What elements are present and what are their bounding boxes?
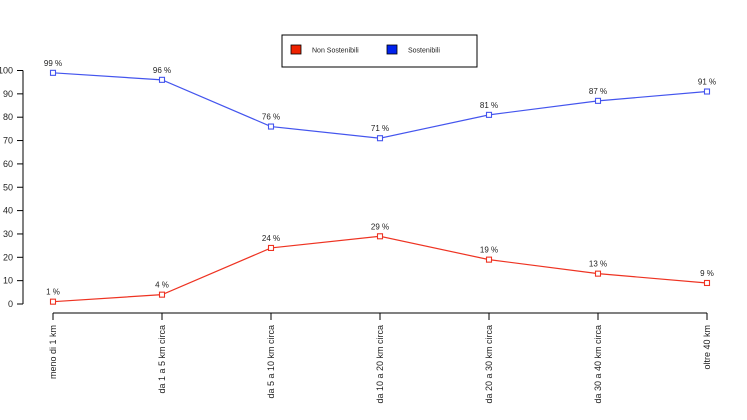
data-point xyxy=(267,244,275,252)
x-tick-label: da 20 a 30 km circa xyxy=(484,325,494,404)
data-point xyxy=(703,279,711,287)
data-label: 81 % xyxy=(480,101,498,110)
y-tick-label: 100 xyxy=(0,66,13,76)
data-label: 13 % xyxy=(589,260,607,269)
y-tick-label: 20 xyxy=(3,252,13,262)
data-point xyxy=(158,76,166,83)
data-point xyxy=(376,135,384,142)
data-label: 4 % xyxy=(155,281,169,290)
y-tick-label: 70 xyxy=(3,136,13,146)
y-tick-label: 40 xyxy=(3,206,13,216)
data-point xyxy=(376,233,384,240)
x-tick-label: meno di 1 km xyxy=(48,325,58,379)
x-tick-label: da 30 a 40 km circa xyxy=(593,325,603,404)
x-tick-label: da 10 a 20 km circa xyxy=(375,325,385,404)
x-axis: meno di 1 km da 1 a 5 km circa da 5 a 10 k… xyxy=(48,312,712,404)
legend-label-sostenibili: Sostenibili xyxy=(408,48,440,55)
data-label: 1 % xyxy=(46,288,60,297)
data-point xyxy=(594,270,602,277)
data-label: 19 % xyxy=(480,246,498,255)
data-point xyxy=(594,97,602,104)
data-label: 96 % xyxy=(153,66,171,75)
legend: Non Sostenibili Sostenibili xyxy=(281,34,478,68)
x-tick-label: oltre 40 km xyxy=(702,325,712,370)
y-tick-label: 90 xyxy=(3,89,13,99)
data-label: 76 % xyxy=(262,113,280,122)
legend-swatch-non-sostenibili xyxy=(290,44,302,55)
data-point xyxy=(485,256,493,263)
series-0: 1 % 4 % 24 % 29 % 19 % 13 % 9 % xyxy=(46,222,714,305)
series-line xyxy=(52,235,708,303)
y-tick-label: 50 xyxy=(3,182,13,192)
y-tick-label: 0 xyxy=(8,299,13,309)
x-tick-label: da 1 a 5 km circa xyxy=(157,325,167,394)
data-point xyxy=(158,291,166,298)
data-label: 24 % xyxy=(262,234,280,243)
x-tick-label: da 5 a 10 km circa xyxy=(266,325,276,399)
legend-label-non-sostenibili: Non Sostenibili xyxy=(312,48,359,55)
data-label: 91 % xyxy=(698,78,716,87)
series-layer: 1 % 4 % 24 % 29 % 19 % 13 % 9 % 99 % 96 % 76 % 71 … xyxy=(44,59,716,305)
data-label: 87 % xyxy=(589,87,607,96)
data-label: 71 % xyxy=(371,124,389,133)
legend-swatch-sostenibili xyxy=(386,44,398,55)
y-axis: 0 10 20 30 40 50 60 70 80 90 100 xyxy=(0,66,24,309)
data-label: 9 % xyxy=(700,269,714,278)
data-point xyxy=(703,88,711,95)
data-point xyxy=(49,298,57,305)
y-tick-label: 60 xyxy=(3,159,13,169)
series-1: 99 % 96 % 76 % 71 % 81 % 87 % 91 % xyxy=(44,59,716,142)
y-tick-label: 80 xyxy=(3,112,13,122)
y-tick-label: 30 xyxy=(3,229,13,239)
y-tick-label: 10 xyxy=(3,276,13,286)
data-label: 99 % xyxy=(44,59,62,68)
legend-box xyxy=(281,34,478,68)
data-label: 29 % xyxy=(371,222,389,231)
data-point xyxy=(49,69,57,76)
data-point xyxy=(485,111,493,118)
data-point xyxy=(267,123,275,130)
